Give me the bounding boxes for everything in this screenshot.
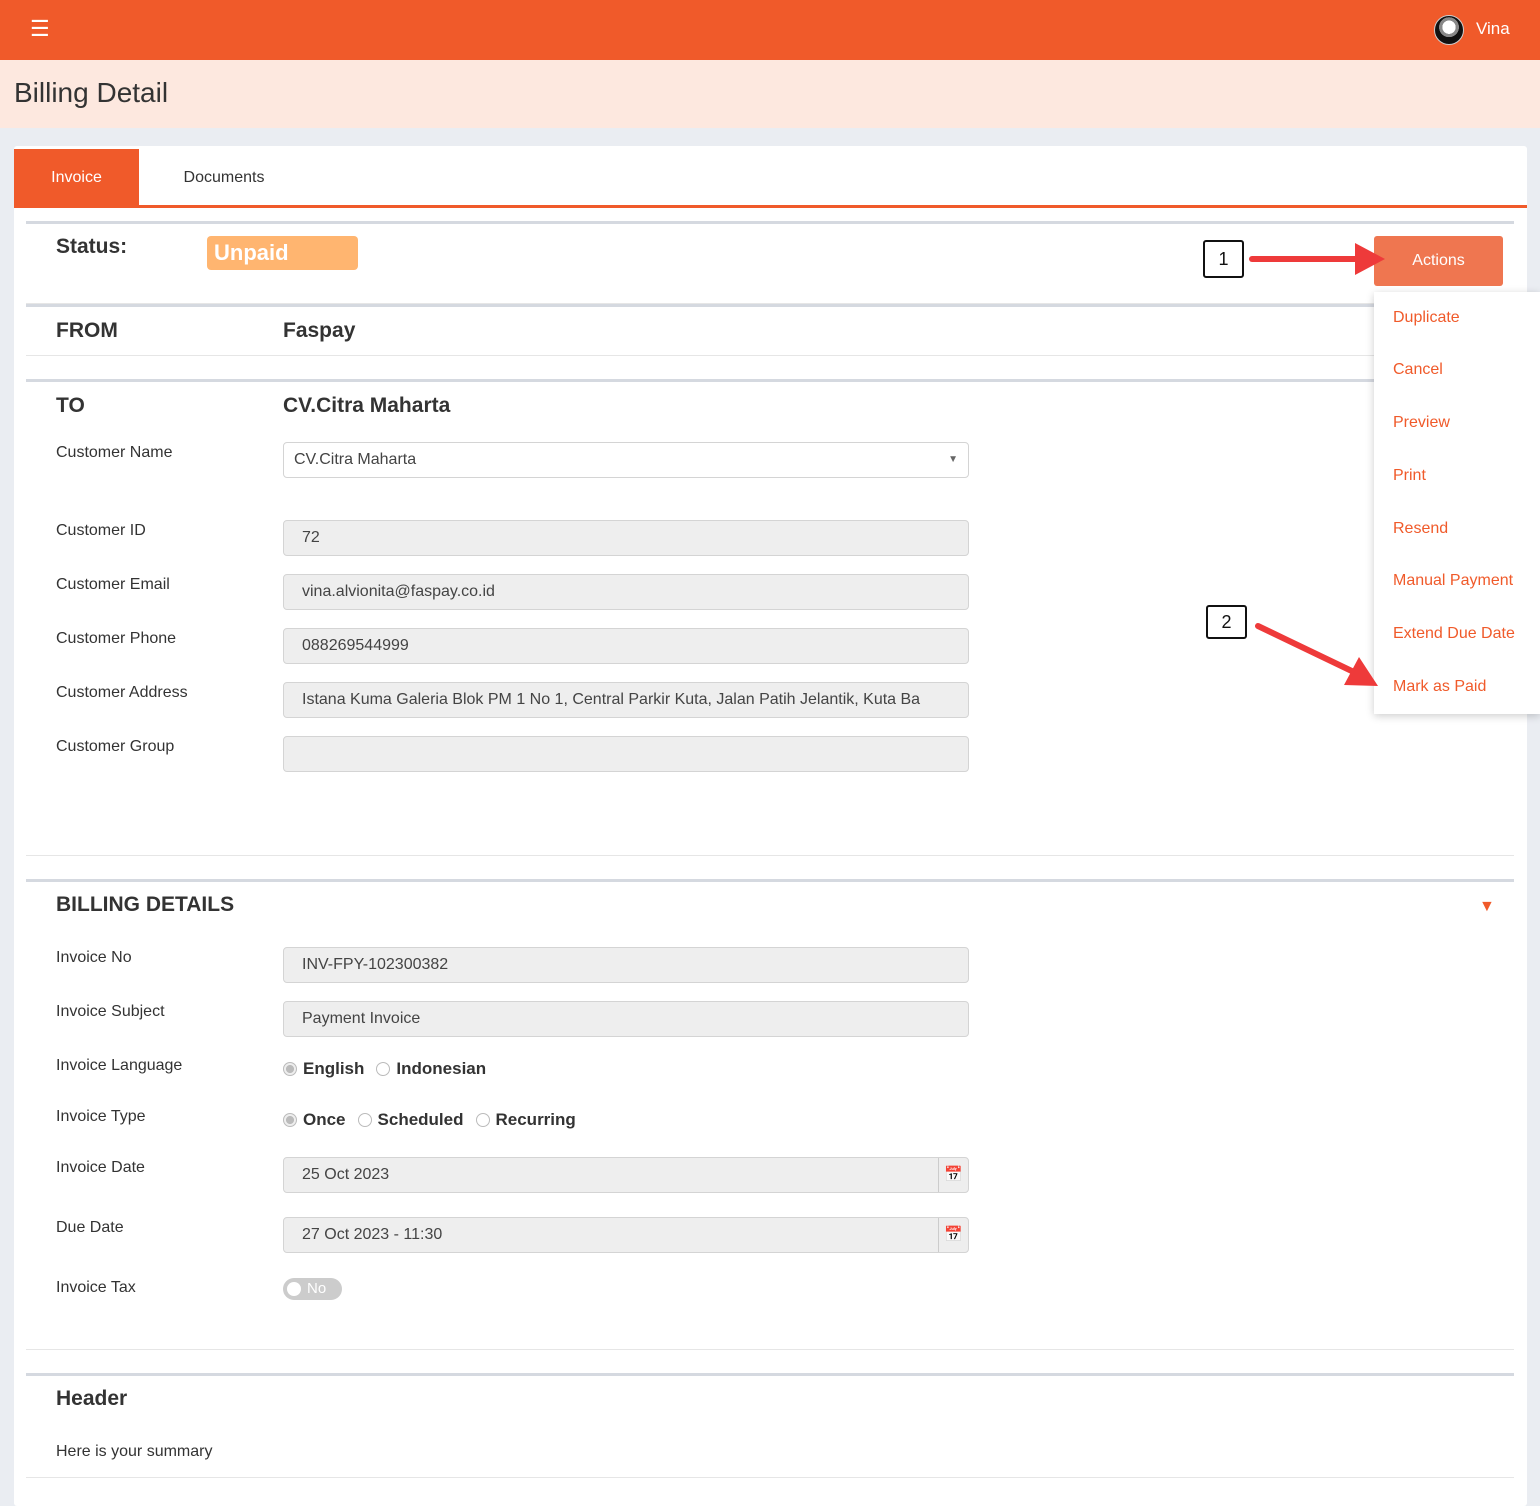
customer-phone-field[interactable]: 088269544999 — [283, 628, 969, 664]
radio-label: English — [303, 1059, 365, 1078]
invoice-subject-label: Invoice Subject — [56, 1003, 165, 1020]
to-label: TO — [56, 394, 85, 417]
customer-group-field[interactable] — [283, 736, 969, 772]
customer-id-field[interactable]: 72 — [283, 520, 969, 556]
annotation-2: 2 — [1206, 605, 1247, 639]
from-value: Faspay — [283, 319, 356, 342]
invoice-language-label: Invoice Language — [56, 1057, 183, 1074]
invoice-language-radios: English Indonesian — [283, 1059, 498, 1081]
radio-dot[interactable] — [475, 1113, 490, 1127]
customer-name-label: Customer Name — [56, 444, 173, 461]
status-label: Status: — [56, 235, 128, 258]
radio-english[interactable]: English — [283, 1059, 364, 1079]
customer-name-value: CV.Citra Maharta — [294, 451, 417, 468]
avatar[interactable] — [1434, 15, 1464, 45]
tab-documents[interactable]: Documents — [183, 169, 265, 186]
radio-dot[interactable] — [283, 1062, 297, 1076]
from-panel — [26, 304, 1514, 356]
annotation-arrows — [1249, 243, 1385, 686]
actions-button[interactable]: Actions — [1374, 236, 1503, 286]
customer-group-label: Customer Group — [56, 738, 175, 755]
billing-title: BILLING DETAILS — [56, 893, 235, 916]
due-date-field[interactable]: 27 Oct 2023 - 11:30 📅 — [283, 1217, 969, 1253]
due-date-value: 27 Oct 2023 - 11:30 — [302, 1226, 443, 1243]
menu-item-print[interactable]: Print — [1393, 467, 1426, 484]
customer-name-select[interactable]: CV.Citra Maharta ▼ — [283, 442, 969, 478]
calendar-icon[interactable]: 📅 — [938, 1218, 968, 1252]
calendar-icon[interactable]: 📅 — [938, 1158, 968, 1192]
tab-invoice[interactable]: Invoice — [14, 149, 139, 207]
chevron-down-icon: ▼ — [948, 454, 958, 465]
header-panel — [26, 1373, 1514, 1478]
radio-recurring[interactable]: Recurring — [475, 1110, 576, 1130]
invoice-type-radios: Once Scheduled Recurring — [283, 1110, 588, 1132]
arrow-icon — [1255, 623, 1378, 686]
toggle-label: No — [307, 1280, 327, 1297]
menu-item-extend-due-date[interactable]: Extend Due Date — [1393, 625, 1515, 642]
tab-underline — [14, 205, 1527, 208]
due-date-label: Due Date — [56, 1219, 124, 1236]
invoice-tax-label: Invoice Tax — [56, 1279, 136, 1296]
customer-id-label: Customer ID — [56, 522, 146, 539]
invoice-date-label: Invoice Date — [56, 1159, 145, 1176]
actions-dropdown: Duplicate Cancel Preview Print Resend Ma… — [1374, 292, 1540, 714]
menu-item-manual-payment[interactable]: Manual Payment — [1393, 572, 1514, 589]
from-label: FROM — [56, 319, 118, 342]
invoice-date-field[interactable]: 25 Oct 2023 📅 — [283, 1157, 969, 1193]
title-band — [0, 60, 1540, 128]
radio-dot[interactable] — [376, 1062, 391, 1076]
menu-item-preview[interactable]: Preview — [1393, 414, 1450, 431]
customer-email-label: Customer Email — [56, 576, 170, 593]
status-badge: Unpaid — [207, 236, 358, 270]
radio-dot[interactable] — [357, 1113, 372, 1127]
annotation-1: 1 — [1203, 240, 1244, 278]
menu-item-cancel[interactable]: Cancel — [1393, 361, 1443, 378]
invoice-no-label: Invoice No — [56, 949, 132, 966]
arrow-icon — [1249, 243, 1385, 275]
invoice-no-field[interactable]: INV-FPY-102300382 — [283, 947, 969, 983]
customer-address-field[interactable]: Istana Kuma Galeria Blok PM 1 No 1, Cent… — [283, 682, 969, 718]
to-value: CV.Citra Maharta — [283, 394, 451, 417]
menu-item-duplicate[interactable]: Duplicate — [1393, 309, 1460, 326]
customer-phone-label: Customer Phone — [56, 630, 177, 647]
radio-dot[interactable] — [283, 1113, 297, 1127]
customer-address-label: Customer Address — [56, 684, 188, 701]
toggle-knob — [287, 1282, 301, 1296]
radio-once[interactable]: Once — [283, 1110, 346, 1130]
page-title: Billing Detail — [14, 77, 169, 108]
radio-scheduled[interactable]: Scheduled — [357, 1110, 464, 1130]
radio-label: Scheduled — [377, 1110, 464, 1129]
collapse-caret-icon[interactable]: ▼ — [1479, 898, 1495, 915]
top-bar — [0, 0, 1540, 60]
invoice-type-label: Invoice Type — [56, 1108, 146, 1125]
radio-label: Indonesian — [396, 1059, 487, 1078]
invoice-tax-toggle[interactable]: No — [283, 1278, 342, 1300]
radio-indonesian[interactable]: Indonesian — [376, 1059, 486, 1079]
menu-item-mark-as-paid[interactable]: Mark as Paid — [1393, 678, 1487, 695]
menu-item-resend[interactable]: Resend — [1393, 520, 1449, 537]
invoice-date-value: 25 Oct 2023 — [302, 1166, 390, 1183]
header-title: Header — [56, 1387, 128, 1410]
customer-email-field[interactable]: vina.alvionita@faspay.co.id — [283, 574, 969, 610]
header-text: Here is your summary — [56, 1443, 213, 1460]
invoice-subject-field[interactable]: Payment Invoice — [283, 1001, 969, 1037]
hamburger-icon[interactable]: ☰ — [30, 16, 50, 41]
radio-label: Recurring — [495, 1110, 576, 1129]
radio-label: Once — [303, 1110, 346, 1129]
user-name[interactable]: Vina — [1476, 19, 1510, 38]
